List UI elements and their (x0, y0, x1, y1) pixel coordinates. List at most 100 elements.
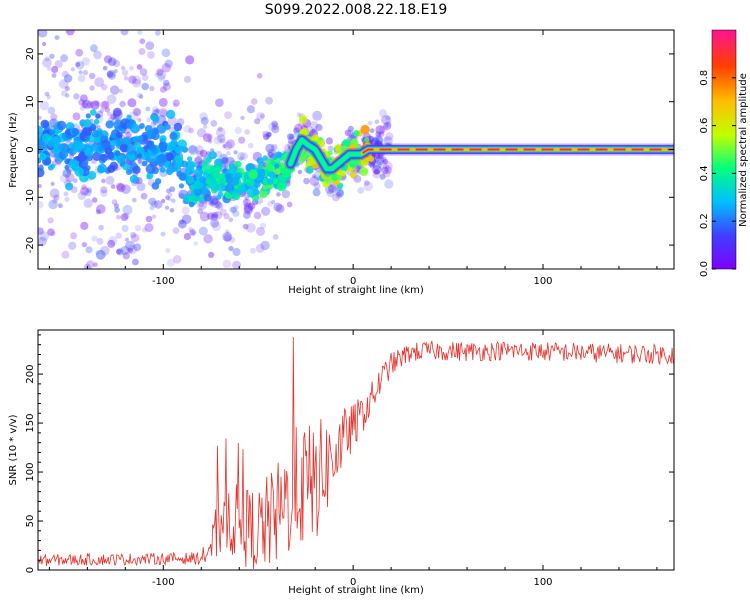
spectral-blob (172, 254, 182, 264)
spectral-blob (233, 205, 239, 210)
spectral-blob (54, 35, 60, 40)
spectral-blob (367, 120, 373, 126)
spectral-blob (194, 145, 204, 155)
spectral-blob (335, 192, 342, 199)
spectral-blob (368, 161, 375, 168)
spectral-blob (153, 200, 163, 209)
spectral-blob (152, 106, 159, 113)
spectral-blob (157, 73, 166, 82)
spectral-blob (127, 247, 134, 254)
spectral-blob (196, 150, 204, 158)
spectral-blob (132, 136, 138, 143)
spectral-blob (230, 176, 240, 186)
spectral-blob (107, 239, 116, 248)
spectral-blob (288, 139, 293, 144)
spectral-blob (86, 187, 92, 193)
spectral-blob (39, 101, 50, 111)
spectral-blob (229, 236, 236, 243)
spectral-blob (193, 188, 200, 195)
spectral-blob (275, 151, 283, 159)
spectral-blob (161, 48, 171, 58)
spectral-blob (97, 163, 107, 173)
spectral-blob (80, 94, 88, 103)
spectral-blob (297, 169, 303, 175)
spectral-blob (271, 122, 279, 130)
spectral-blob (266, 132, 272, 137)
spectral-blob (81, 128, 90, 137)
spectral-blob (90, 100, 100, 110)
spectral-blob (379, 173, 386, 180)
spectral-blob (369, 128, 375, 134)
spectral-blob (115, 182, 124, 191)
spectral-blob (169, 186, 176, 193)
spectral-blob (120, 65, 126, 71)
spectral-blob (100, 154, 108, 162)
spectral-blob (136, 153, 143, 159)
spectral-blob (382, 158, 389, 165)
spectral-blob (159, 135, 167, 143)
spectral-blob (54, 59, 63, 69)
spectral-blob (210, 213, 218, 221)
spectral-blob (215, 150, 223, 158)
spectral-blob (147, 152, 158, 163)
snr-line (38, 337, 674, 570)
spectral-blob (65, 172, 75, 183)
spectral-blob (353, 130, 360, 137)
spectral-blob (167, 192, 173, 198)
y-tick-label: 150 (25, 414, 36, 433)
spectral-blob (363, 181, 374, 192)
spectral-blob (68, 241, 77, 250)
spectral-blob (237, 152, 246, 161)
spectral-blob (68, 159, 79, 169)
spectral-blob (224, 111, 233, 119)
spectral-blob (122, 204, 133, 215)
spectral-blob (240, 115, 245, 121)
spectral-blob (317, 140, 325, 148)
spectrogram-x-label: Height of straight line (km) (288, 285, 424, 296)
spectral-blob (272, 178, 279, 184)
y-tick-label: 50 (25, 515, 36, 528)
spectral-blob (197, 200, 207, 210)
spectral-blob (234, 126, 242, 135)
spectral-blob (217, 183, 226, 192)
spectral-blob (61, 90, 68, 97)
spectral-blob (221, 157, 229, 165)
spectral-blob (42, 41, 47, 47)
spectral-blob (194, 156, 203, 165)
spectral-blob (123, 212, 130, 220)
spectral-blob (156, 68, 164, 76)
spectral-blob (249, 247, 256, 254)
spectral-blob (52, 198, 58, 204)
spectral-blob (125, 240, 135, 251)
spectral-blob (372, 169, 382, 179)
spectral-blob (293, 127, 300, 134)
spectral-blob (266, 164, 274, 172)
spectral-blob (293, 126, 301, 135)
spectral-blob (349, 171, 357, 179)
spectral-blob (327, 145, 334, 152)
spectral-blob (232, 260, 242, 269)
colorbar-tick-label: 0.6 (699, 118, 710, 134)
spectral-blob (113, 203, 119, 209)
spectral-blob (371, 137, 380, 145)
spectral-blob (271, 144, 278, 151)
spectral-blob (276, 181, 287, 192)
spectral-blob (132, 165, 141, 174)
spectral-blob (384, 166, 393, 174)
spectral-blob (364, 180, 370, 186)
spectral-blob (262, 133, 270, 141)
spectral-blob (286, 201, 293, 208)
spectral-blob (158, 97, 168, 107)
spectral-blob (149, 205, 155, 211)
spectral-blob (313, 182, 321, 190)
spectral-blob (81, 242, 87, 248)
spectral-blob (56, 161, 62, 166)
spectral-blob (100, 189, 108, 197)
spectral-blob (199, 149, 208, 158)
spectral-blob (292, 132, 298, 138)
spectral-blob (228, 217, 234, 223)
spectral-blob (126, 145, 136, 155)
spectral-blob (382, 169, 391, 178)
spectral-blob (171, 198, 176, 203)
snr-y-label: SNR (10 * v/v) (8, 414, 19, 485)
